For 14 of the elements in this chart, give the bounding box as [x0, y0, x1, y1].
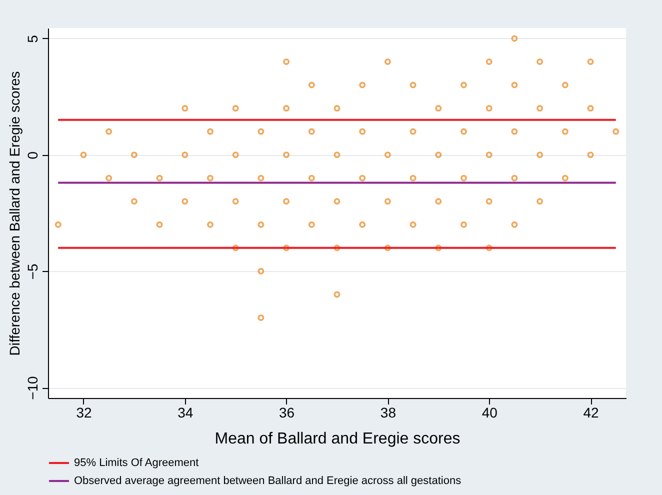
y-axis-title: Difference between Ballard and Eregie scores [6, 71, 22, 356]
x-tick-label: 40 [482, 404, 498, 420]
x-tick-label: 38 [380, 404, 396, 420]
x-tick-label: 34 [178, 404, 194, 420]
y-tick-label: −5 [24, 263, 40, 280]
y-tick-label: 5 [24, 34, 40, 43]
x-axis-title: Mean of Ballard and Eregie scores [214, 430, 460, 448]
x-tick-label: 36 [279, 404, 295, 420]
x-tick-label: 42 [583, 404, 600, 420]
legend-label: Observed average agreement between Ballard and Eregie across all gestations [74, 475, 462, 487]
x-tick-label: 32 [76, 404, 92, 420]
legend-label: 95% Limits Of Agreement [74, 457, 199, 469]
y-tick-label: 0 [24, 151, 40, 160]
y-tick-label: −10 [24, 376, 40, 400]
